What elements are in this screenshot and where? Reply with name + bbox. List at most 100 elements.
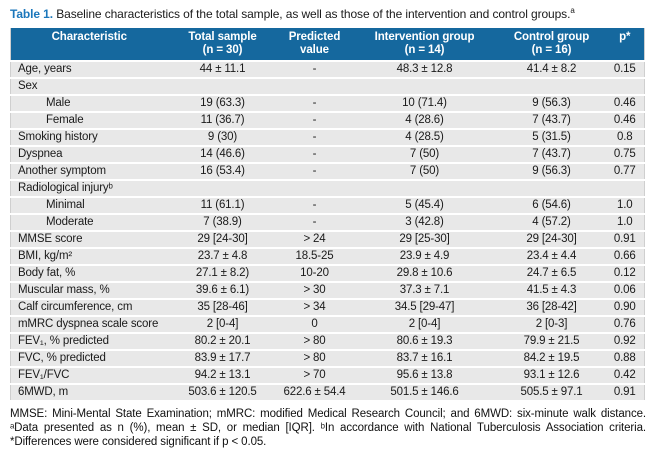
value-cell: 1.0: [605, 214, 645, 232]
value-cell: 41.5 ± 4.3: [497, 282, 606, 300]
value-cell: 0.88: [605, 350, 645, 368]
characteristic-cell: MMSE score: [10, 231, 168, 249]
value-cell: 0.75: [605, 146, 645, 164]
value-cell: -: [277, 95, 352, 113]
characteristic-cell: Female: [10, 112, 168, 130]
table-row: mMRC dyspnea scale score 2 [0-4] 0 2 [0-4] 2…: [10, 316, 645, 334]
column-header-p-value: p*: [605, 28, 645, 62]
value-cell: -: [277, 112, 352, 130]
value-cell: 0.8: [605, 129, 645, 147]
group-row: Radiological injuryᵇ: [10, 180, 645, 198]
value-cell: 0.15: [605, 61, 645, 79]
header-line2: value: [300, 44, 329, 56]
table-row: Minimal 11 (61.1) -5 (45.4) 6 (54.6) 1.0: [10, 197, 645, 215]
value-cell: 48.3 ± 12.8: [351, 61, 498, 79]
value-cell: 7 (50): [351, 163, 498, 181]
table-row: MMSE score 29 [24-30] > 24 29 [25-30] 29 [24…: [10, 231, 645, 249]
table-header: Characteristic Total sample (n = 30) Pre…: [10, 28, 645, 62]
baseline-characteristics-table: Characteristic Total sample (n = 30) Pre…: [10, 28, 645, 402]
value-cell: > 34: [277, 299, 352, 317]
table-row: Muscular mass, % 39.6 ± 6.1) > 30 37.3 ± 7.…: [10, 282, 645, 300]
value-cell: > 80: [277, 333, 352, 351]
value-cell: 5 (31.5): [497, 129, 606, 147]
value-cell: 80.6 ± 19.3: [351, 333, 498, 351]
column-header-predicted-value: Predicted value: [277, 28, 352, 62]
value-cell: 6 (54.6): [497, 197, 606, 215]
value-cell: 0: [277, 316, 352, 334]
value-cell: 36 [28-42]: [497, 299, 606, 317]
value-cell: > 80: [277, 350, 352, 368]
value-cell: -: [277, 146, 352, 164]
row-group-label: Sex: [10, 78, 645, 96]
value-cell: 0.76: [605, 316, 645, 334]
value-cell: 80.2 ± 20.1: [167, 333, 278, 351]
value-cell: 94.2 ± 13.1: [167, 367, 278, 385]
table-body: Age, years 44 ± 11.1-48.3 ± 12.8 41.4 ± 8.…: [10, 61, 645, 402]
characteristic-cell: Muscular mass, %: [10, 282, 168, 300]
value-cell: 93.1 ± 12.6: [497, 367, 606, 385]
table-row: 6MWD, m 503.6 ± 120.5 622.6 ± 54.4 501.5 ± …: [10, 384, 645, 402]
value-cell: 9 (56.3): [497, 163, 606, 181]
header-line1: Intervention group: [374, 31, 475, 43]
table-row: Another symptom 16 (53.4) -7 (50) 9 (56.3) 0…: [10, 163, 645, 181]
value-cell: 34.5 [29-47]: [351, 299, 498, 317]
table-row: Female 11 (36.7) -4 (28.6) 7 (43.7) 0.46: [10, 112, 645, 130]
characteristic-cell: Minimal: [10, 197, 168, 215]
value-cell: 4 (28.6): [351, 112, 498, 130]
table-caption-text: Baseline characteristics of the total sa…: [53, 7, 571, 21]
value-cell: 24.7 ± 6.5: [497, 265, 606, 283]
characteristic-cell: Moderate: [10, 214, 168, 232]
characteristic-cell: FEV₁, % predicted: [10, 333, 168, 351]
characteristic-cell: FEV₁/FVC: [10, 367, 168, 385]
column-header-total-sample: Total sample (n = 30): [167, 28, 278, 62]
characteristic-cell: Male: [10, 95, 168, 113]
value-cell: 29 [24-30]: [497, 231, 606, 249]
value-cell: -: [277, 197, 352, 215]
value-cell: 9 (30): [167, 129, 278, 147]
value-cell: -: [277, 214, 352, 232]
value-cell: 5 (45.4): [351, 197, 498, 215]
value-cell: 4 (28.5): [351, 129, 498, 147]
value-cell: 0.06: [605, 282, 645, 300]
table-row: FVC, % predicted 83.9 ± 17.7 > 80 83.7 ± 16…: [10, 350, 645, 368]
characteristic-cell: Body fat, %: [10, 265, 168, 283]
row-group-label: Radiological injuryᵇ: [10, 180, 645, 198]
value-cell: -: [277, 163, 352, 181]
value-cell: 35 [28-46]: [167, 299, 278, 317]
header-line1: Total sample: [188, 31, 257, 43]
value-cell: 44 ± 11.1: [167, 61, 278, 79]
value-cell: 0.42: [605, 367, 645, 385]
value-cell: > 24: [277, 231, 352, 249]
table-row: FEV₁/FVC 94.2 ± 13.1 > 70 95.6 ± 13.8 93.1 ±…: [10, 367, 645, 385]
table-row: Male 19 (63.3) -10 (71.4) 9 (56.3) 0.46: [10, 95, 645, 113]
value-cell: 501.5 ± 146.6: [351, 384, 498, 402]
value-cell: > 30: [277, 282, 352, 300]
value-cell: 0.91: [605, 384, 645, 402]
value-cell: 0.77: [605, 163, 645, 181]
value-cell: 0.46: [605, 112, 645, 130]
value-cell: 0.91: [605, 231, 645, 249]
value-cell: 503.6 ± 120.5: [167, 384, 278, 402]
table-caption-superscript: a: [570, 6, 575, 15]
characteristic-cell: BMI, kg/m²: [10, 248, 168, 266]
value-cell: 83.9 ± 17.7: [167, 350, 278, 368]
value-cell: 29 [24-30]: [167, 231, 278, 249]
value-cell: 622.6 ± 54.4: [277, 384, 352, 402]
value-cell: > 70: [277, 367, 352, 385]
value-cell: -: [277, 61, 352, 79]
characteristic-cell: Smoking history: [10, 129, 168, 147]
characteristic-cell: 6MWD, m: [10, 384, 168, 402]
characteristic-cell: Calf circumference, cm: [10, 299, 168, 317]
value-cell: 23.9 ± 4.9: [351, 248, 498, 266]
value-cell: 14 (46.6): [167, 146, 278, 164]
header-line1: Characteristic: [51, 31, 127, 43]
table-footnote: MMSE: Mini-Mental State Examination; mMR…: [10, 408, 646, 448]
value-cell: 0.66: [605, 248, 645, 266]
value-cell: 16 (53.4): [167, 163, 278, 181]
value-cell: 39.6 ± 6.1): [167, 282, 278, 300]
value-cell: 84.2 ± 19.5: [497, 350, 606, 368]
table-row: Dyspnea 14 (46.6) -7 (50) 7 (43.7) 0.75: [10, 146, 645, 164]
column-header-characteristic: Characteristic: [10, 28, 168, 62]
table-row: Age, years 44 ± 11.1-48.3 ± 12.8 41.4 ± 8.…: [10, 61, 645, 79]
value-cell: 27.1 ± 8.2): [167, 265, 278, 283]
